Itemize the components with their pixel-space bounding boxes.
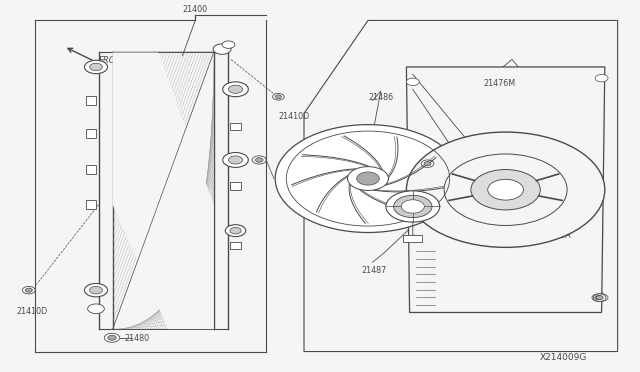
Circle shape (225, 225, 246, 237)
Circle shape (88, 304, 104, 314)
Circle shape (424, 161, 431, 166)
Circle shape (348, 167, 388, 190)
Circle shape (228, 85, 243, 93)
Bar (86, 200, 96, 209)
Text: 21486: 21486 (368, 93, 393, 102)
Circle shape (406, 132, 605, 247)
Circle shape (84, 60, 108, 74)
Text: 21400: 21400 (182, 5, 207, 14)
Bar (230, 242, 241, 249)
Circle shape (595, 294, 608, 301)
Circle shape (596, 295, 604, 300)
Circle shape (394, 195, 432, 218)
Text: 21410B: 21410B (291, 155, 322, 164)
Circle shape (90, 63, 102, 71)
Circle shape (401, 200, 424, 213)
Circle shape (84, 283, 108, 297)
Circle shape (595, 74, 608, 82)
Circle shape (275, 125, 461, 232)
Bar (230, 123, 241, 130)
Circle shape (222, 41, 235, 48)
Text: X214009G: X214009G (540, 353, 587, 362)
Text: 21410D: 21410D (16, 307, 47, 316)
Text: 21410D: 21410D (278, 112, 310, 121)
Circle shape (595, 295, 602, 300)
Circle shape (386, 191, 440, 222)
Circle shape (471, 170, 540, 210)
Circle shape (223, 153, 248, 167)
Circle shape (230, 227, 241, 234)
Circle shape (255, 158, 263, 162)
Polygon shape (113, 52, 214, 329)
Circle shape (228, 156, 243, 164)
Bar (230, 182, 241, 190)
Circle shape (273, 93, 284, 100)
Polygon shape (406, 67, 605, 312)
Circle shape (275, 95, 282, 99)
Text: 21410A: 21410A (541, 231, 572, 240)
Circle shape (488, 179, 524, 200)
Circle shape (104, 333, 120, 342)
Circle shape (592, 294, 605, 301)
Bar (86, 96, 96, 105)
Circle shape (252, 156, 266, 164)
Text: FRONT: FRONT (99, 56, 128, 65)
Circle shape (406, 78, 419, 86)
Text: 21487: 21487 (362, 266, 387, 275)
Text: 21480: 21480 (125, 334, 150, 343)
Text: 21410D: 21410D (403, 168, 435, 177)
Circle shape (356, 172, 380, 185)
Text: 21476M: 21476M (483, 78, 515, 87)
Circle shape (108, 335, 116, 340)
Circle shape (223, 82, 248, 97)
Circle shape (26, 288, 32, 292)
Bar (86, 165, 96, 174)
Circle shape (213, 44, 231, 54)
Circle shape (90, 286, 102, 294)
Circle shape (421, 160, 434, 167)
Circle shape (593, 294, 606, 301)
Circle shape (22, 286, 35, 294)
Bar (86, 129, 96, 138)
Bar (403, 235, 422, 242)
